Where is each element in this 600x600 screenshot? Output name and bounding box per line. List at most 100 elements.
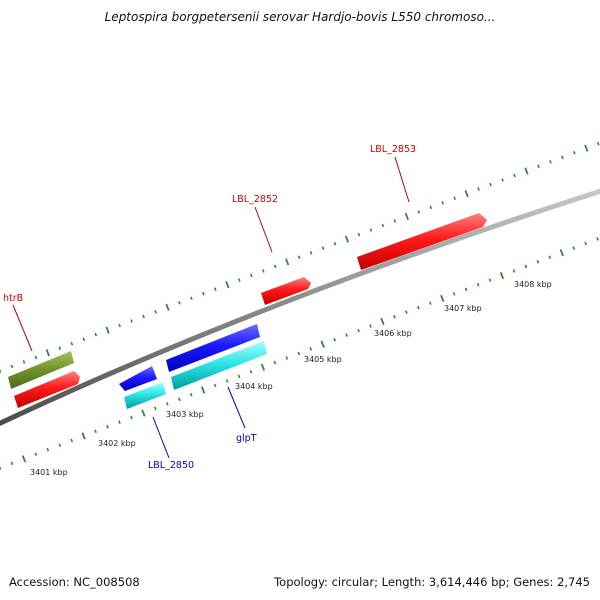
forward-minor-tick [477, 187, 480, 191]
forward-minor-tick [249, 273, 253, 278]
backbone-track [0, 188, 600, 427]
gene-label-htrB[interactable]: htrB [3, 293, 23, 304]
reverse-major-tick [21, 455, 27, 463]
forward-minor-tick [237, 278, 241, 282]
forward-minor-tick [573, 151, 576, 155]
reverse-minor-tick [536, 260, 540, 264]
feature-htrB[interactable] [14, 371, 80, 408]
gene-label-LBL_2852[interactable]: LBL_2852 [232, 194, 278, 205]
reverse-minor-tick [177, 397, 181, 402]
accession-text: Accession: NC_008508 [9, 575, 140, 589]
reverse-minor-tick [357, 328, 360, 333]
reverse-major-tick [380, 317, 385, 326]
forward-minor-tick [441, 201, 445, 205]
reverse-minor-tick [118, 420, 121, 424]
feature-glpT-rna[interactable] [171, 341, 267, 390]
forward-minor-tick [190, 296, 193, 300]
feature-LBL_2853[interactable] [357, 213, 487, 270]
scale-label: 3406 kbp [374, 329, 412, 338]
forward-minor-tick [429, 205, 433, 210]
scale-labels: 3401 kbp 3402 kbp 3403 kbp 3404 kbp 3405… [30, 280, 552, 477]
forward-major-tick [584, 144, 589, 152]
forward-minor-tick [202, 291, 205, 296]
gene-label-glpT[interactable]: glpT [236, 433, 257, 444]
reverse-minor-tick [333, 337, 336, 342]
reverse-minor-tick [524, 264, 528, 269]
reverse-minor-tick [393, 315, 396, 319]
forward-minor-tick [10, 364, 14, 369]
reverse-minor-tick [273, 360, 277, 365]
forward-minor-tick [118, 323, 121, 328]
forward-minor-tick [130, 319, 133, 323]
reverse-minor-tick [572, 246, 576, 250]
forward-minor-tick [58, 346, 62, 351]
reverse-major-tick [81, 432, 86, 440]
forward-minor-tick [94, 332, 98, 337]
reverse-tick-row [0, 237, 599, 470]
gene-label-LBL_2853[interactable]: LBL_2853 [370, 144, 416, 155]
forward-minor-tick [501, 178, 504, 182]
leader-line-glpT [227, 386, 246, 429]
reverse-minor-tick [94, 429, 97, 434]
reverse-minor-tick [548, 255, 552, 260]
reverse-minor-tick [596, 237, 599, 241]
forward-major-tick [404, 212, 409, 221]
forward-minor-tick [549, 160, 552, 164]
scale-label: 3407 kbp [444, 304, 482, 313]
reverse-minor-tick [237, 374, 241, 379]
reverse-minor-tick [512, 269, 516, 273]
reverse-minor-tick [476, 282, 480, 287]
feature-LBL_2852[interactable] [261, 277, 311, 305]
map-title: Leptospira borgpetersenii serovar Hardjo… [104, 10, 496, 24]
gene-label-LBL_2850[interactable]: LBL_2850 [148, 460, 194, 471]
reverse-minor-tick [464, 287, 468, 292]
reverse-minor-tick [130, 415, 133, 420]
forward-minor-tick [489, 182, 492, 187]
forward-minor-tick [273, 264, 277, 269]
forward-minor-tick [333, 241, 337, 246]
leader-line-LBL_2852 [254, 206, 273, 253]
scale-label: 3402 kbp [98, 439, 136, 448]
reverse-minor-tick [10, 461, 14, 466]
reverse-minor-tick [345, 333, 348, 337]
forward-minor-tick [154, 310, 157, 314]
scale-label: 3401 kbp [30, 468, 68, 477]
reverse-minor-tick [213, 383, 217, 388]
reverse-minor-tick [452, 292, 456, 296]
forward-minor-tick [22, 360, 26, 364]
reverse-minor-tick [249, 370, 253, 374]
reverse-minor-tick [106, 425, 109, 429]
forward-minor-tick [309, 251, 313, 255]
reverse-minor-tick [488, 278, 492, 282]
scale-label: 3408 kbp [514, 280, 552, 289]
forward-minor-tick [381, 223, 385, 228]
feature-glpT[interactable] [166, 324, 260, 372]
reverse-minor-tick [369, 324, 372, 328]
forward-minor-tick [369, 228, 373, 232]
reverse-minor-tick [584, 241, 587, 246]
forward-minor-tick [142, 314, 145, 319]
forward-tick-row [0, 141, 600, 373]
scale-label: 3403 kbp [166, 410, 204, 419]
forward-minor-tick [561, 155, 564, 160]
reverse-minor-tick [46, 447, 50, 452]
forward-minor-tick [596, 141, 600, 146]
feature-LBL_2850-rna[interactable] [124, 382, 166, 409]
forward-minor-tick [82, 337, 86, 341]
forward-major-tick [105, 326, 110, 334]
feature-rna-olive[interactable] [8, 351, 74, 389]
reverse-minor-tick [416, 305, 420, 310]
reverse-major-tick [201, 386, 206, 394]
feature-LBL_2850[interactable] [119, 366, 157, 391]
reverse-minor-tick [166, 402, 169, 406]
forward-minor-tick [453, 196, 456, 200]
forward-minor-tick [297, 255, 301, 260]
reverse-minor-tick [297, 351, 301, 356]
forward-minor-tick [34, 355, 38, 360]
forward-minor-tick [537, 164, 540, 169]
forward-major-tick [464, 190, 469, 198]
reverse-minor-tick [225, 379, 229, 383]
leader-line-LBL_2853 [394, 156, 410, 203]
forward-minor-tick [214, 287, 217, 291]
